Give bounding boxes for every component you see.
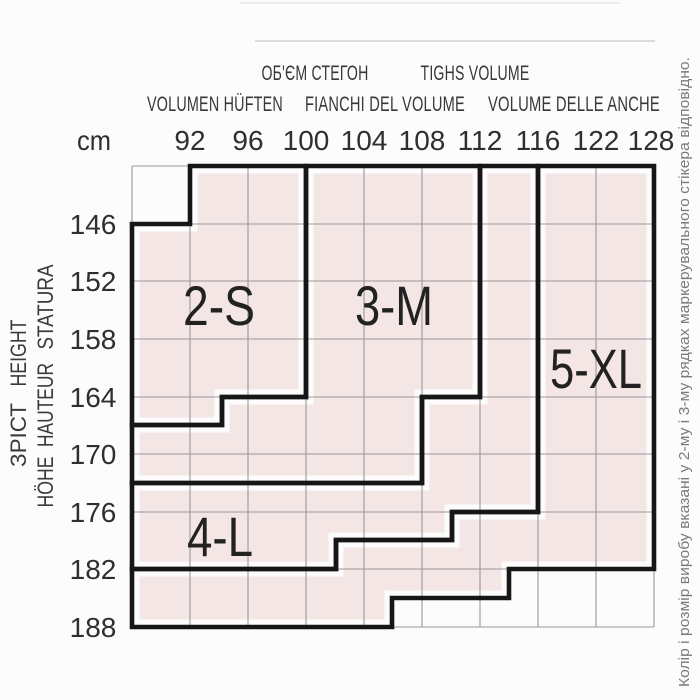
size-label-3m: 3-M bbox=[355, 274, 433, 337]
col-tick-100: 100 bbox=[283, 125, 330, 156]
sticker-note: Колір і розмір виробу вказані у 2-му і 3… bbox=[676, 57, 693, 687]
row-tick-164: 164 bbox=[70, 382, 117, 413]
left-axis-label-height-en: HEIGHT bbox=[6, 320, 31, 387]
col-tick-108: 108 bbox=[399, 125, 446, 156]
size-label-4l: 4-L bbox=[187, 505, 253, 568]
left-axis-label-height-de: HÖHE bbox=[33, 457, 58, 508]
row-tick-182: 182 bbox=[70, 554, 117, 585]
col-tick-104: 104 bbox=[341, 125, 388, 156]
left-axis-label-height-it: STATURA bbox=[33, 264, 58, 349]
size-label-5xl: 5-XL bbox=[550, 337, 642, 400]
left-axis-label-height-uk: ЗРІСТ bbox=[6, 403, 31, 467]
row-tick-188: 188 bbox=[70, 612, 117, 643]
row-tick-170: 170 bbox=[70, 439, 117, 470]
col-tick-122: 122 bbox=[573, 125, 620, 156]
row-tick-152: 152 bbox=[70, 266, 117, 297]
col-tick-92: 92 bbox=[174, 125, 205, 156]
col-tick-112: 112 bbox=[458, 125, 503, 156]
row-tick-146: 146 bbox=[70, 209, 117, 240]
unit-label: cm bbox=[77, 125, 111, 156]
header-title-it: FIANCHI DEL VOLUME bbox=[305, 93, 465, 116]
col-tick-96: 96 bbox=[232, 125, 263, 156]
header-title-it2: VOLUME DELLE ANCHE bbox=[488, 93, 660, 116]
left-axis-label-height-fr: HAUTEUR bbox=[33, 363, 58, 447]
header-title-de: VOLUMEN HÜFTEN bbox=[147, 93, 283, 116]
header-title-uk: ОБ'ЄМ СТЕГОН bbox=[262, 62, 369, 85]
header-title-en: TIGHS VOLUME bbox=[421, 62, 530, 85]
row-tick-158: 158 bbox=[70, 324, 117, 355]
col-tick-116: 116 bbox=[516, 125, 561, 156]
row-tick-176: 176 bbox=[70, 497, 117, 528]
size-label-2s: 2-S bbox=[183, 274, 255, 337]
col-tick-128: 128 bbox=[628, 125, 675, 156]
